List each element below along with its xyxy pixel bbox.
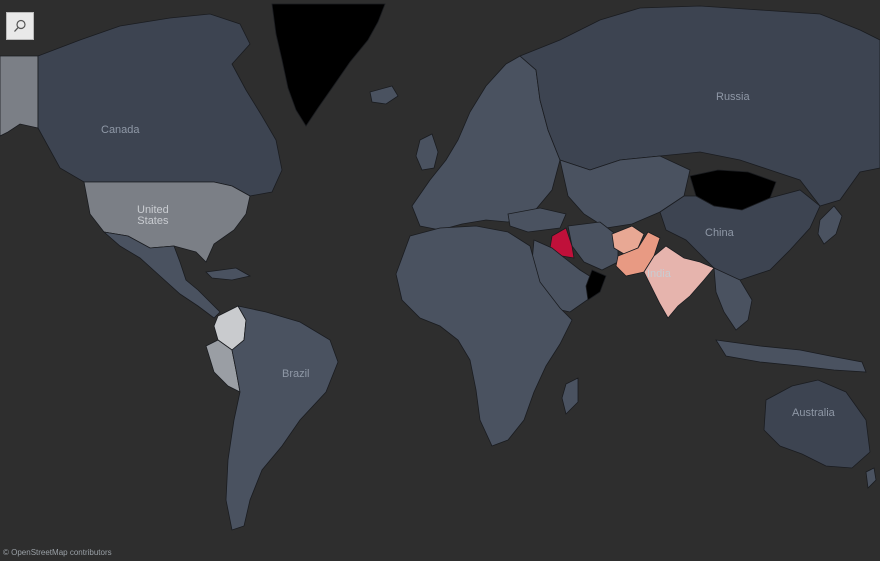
magnifier-icon: [14, 19, 26, 32]
region-indonesia[interactable]: [715, 339, 867, 373]
map-attribution: © OpenStreetMap contributors: [3, 548, 112, 557]
country-brazil-region[interactable]: [225, 305, 339, 531]
country-canada[interactable]: [37, 13, 283, 197]
country-japan[interactable]: [817, 205, 843, 245]
country-turkey[interactable]: [507, 207, 567, 233]
country-india[interactable]: [643, 245, 715, 319]
country-new-zealand[interactable]: [865, 467, 877, 489]
map-search-button[interactable]: [6, 12, 34, 40]
region-africa[interactable]: [395, 225, 573, 447]
country-mexico[interactable]: [102, 231, 221, 319]
country-cuba[interactable]: [205, 267, 252, 281]
country-iceland[interactable]: [369, 85, 399, 105]
country-china[interactable]: [659, 189, 821, 281]
country-united-kingdom[interactable]: [415, 133, 439, 171]
country-australia[interactable]: [763, 379, 871, 469]
country-oman[interactable]: [585, 269, 607, 301]
country-greenland[interactable]: [271, 3, 386, 127]
country-alaska[interactable]: [0, 55, 39, 137]
country-madagascar[interactable]: [561, 377, 579, 415]
region-southeast-asia[interactable]: [713, 267, 753, 331]
country-iran[interactable]: [567, 221, 619, 271]
